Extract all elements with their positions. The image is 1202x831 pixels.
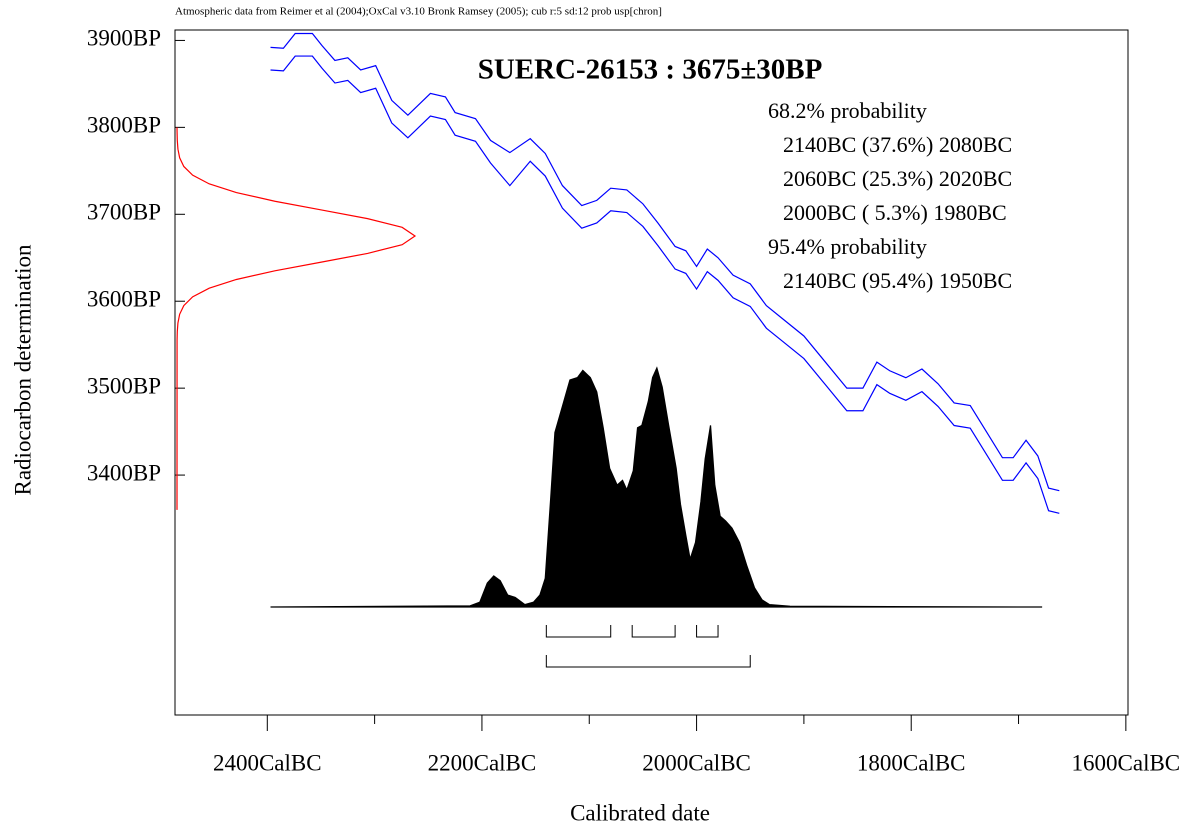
probability-heading: 95.4% probability [768, 234, 927, 259]
y-tick-label: 3400BP [87, 460, 161, 485]
y-tick-label: 3500BP [87, 373, 161, 398]
probability-range: 2000BC ( 5.3%) 1980BC [783, 200, 1007, 225]
range-bracket [696, 625, 719, 638]
probability-heading: 68.2% probability [768, 98, 927, 123]
x-tick-label: 2200CalBC [428, 750, 537, 775]
y-tick-label: 3800BP [87, 113, 161, 138]
x-tick-label: 1800CalBC [857, 750, 966, 775]
y-tick-label: 3600BP [87, 286, 161, 311]
x-axis-label: Calibrated date [570, 800, 710, 825]
plot-frame [174, 29, 1129, 716]
probability-range: 2140BC (95.4%) 1950BC [783, 268, 1012, 293]
y-tick-label: 3900BP [87, 26, 161, 51]
range-bracket [631, 625, 676, 638]
chart-subtitle: Atmospheric data from Reimer et al (2004… [175, 6, 662, 18]
calibration-curve [270, 32, 1060, 492]
chart-title: SUERC-26153 : 3675±30BP [478, 54, 823, 86]
x-tick-label: 2000CalBC [642, 750, 751, 775]
x-tick-label: 1600CalBC [1072, 750, 1181, 775]
calibrated-distribution [270, 366, 1043, 608]
calibration-curve [270, 55, 1060, 514]
radiocarbon-distribution [176, 127, 417, 510]
probability-range: 2060BC (25.3%) 2020BC [783, 166, 1012, 191]
range-bracket [545, 655, 751, 668]
y-axis-label: Radiocarbon determination [10, 244, 35, 496]
probability-range: 2140BC (37.6%) 2080BC [783, 132, 1012, 157]
y-tick-label: 3700BP [87, 200, 161, 225]
range-bracket [545, 625, 612, 638]
x-tick-label: 2400CalBC [213, 750, 322, 775]
